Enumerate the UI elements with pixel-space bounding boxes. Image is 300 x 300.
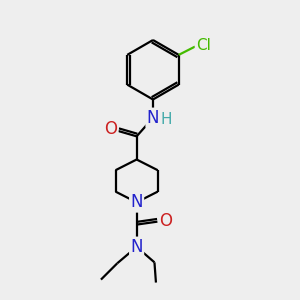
Text: Cl: Cl [196,38,211,52]
Text: N: N [130,238,143,256]
Text: O: O [159,212,172,230]
Text: N: N [147,109,159,127]
Text: H: H [160,112,172,127]
Text: N: N [130,193,143,211]
Text: O: O [104,121,117,139]
